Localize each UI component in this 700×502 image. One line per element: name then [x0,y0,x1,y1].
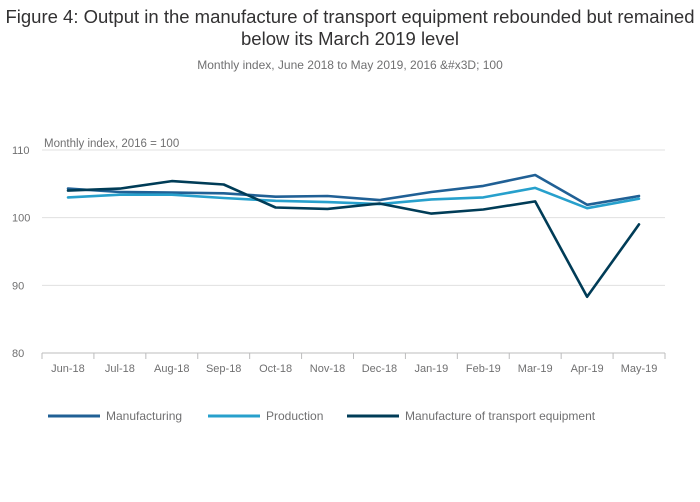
x-tick-label: Oct-18 [259,363,292,375]
legend: Manufacturing Production Manufacture of tr… [48,409,596,423]
x-tick-label: May-19 [621,363,658,375]
x-tick-label: Mar-19 [518,363,553,375]
y-tick-label: 90 [12,280,24,292]
y-axis-ticks: 80 90 100 110 [12,145,30,360]
y-tick-label: 80 [12,348,24,360]
x-tick-label: Apr-19 [571,363,604,375]
x-tick-label: Jun-18 [51,363,85,375]
x-axis: Jun-18 Jul-18 Aug-18 Sep-18 Oct-18 Nov-18 Dec-… [41,352,666,375]
y-axis-label: Monthly index, 2016 = 100 [44,138,179,150]
series-line [66,173,641,207]
x-tick-label: Sep-18 [206,363,241,375]
legend-label: Production [266,409,323,423]
series-line [66,186,641,210]
x-tick-label: Jul-18 [105,363,135,375]
series-line [66,179,641,299]
x-tick-label: Feb-19 [466,363,501,375]
chart-title: Figure 4: Output in the manufacture of t… [5,6,695,49]
y-tick-label: 110 [12,145,30,157]
chart-subtitle: Monthly index, June 2018 to May 2019, 20… [197,58,503,72]
gridlines [42,149,665,286]
legend-label: Manufacturing [106,409,182,423]
x-tick-label: Aug-18 [154,363,189,375]
x-tick-label: Jan-19 [415,363,449,375]
legend-label: Manufacture of transport equipment [405,409,596,423]
y-tick-label: 100 [12,213,30,225]
x-tick-label: Nov-18 [310,363,345,375]
series-lines [66,173,641,299]
x-tick-label: Dec-18 [362,363,397,375]
